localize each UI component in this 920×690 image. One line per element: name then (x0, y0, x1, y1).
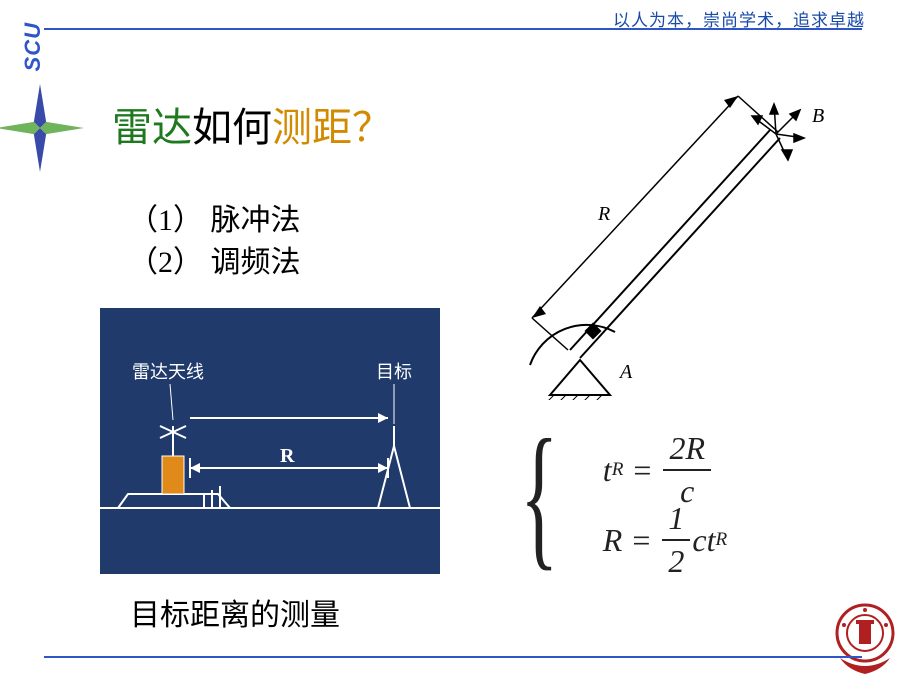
method-item-1: （1） 脉冲法 (128, 200, 301, 242)
geom-label-a: A (618, 361, 633, 383)
eq1-lhs-var: t (603, 452, 612, 489)
geometry-diagram: A B R (470, 60, 840, 400)
radar-diagram: 雷达天线 目标 R (100, 308, 440, 574)
title-part-3: 测距 (272, 105, 352, 150)
method-item-2: （2） 调频法 (128, 242, 301, 284)
eq1-lhs-sub: R (612, 459, 624, 481)
diagram-caption: 目标距离的测量 (130, 590, 340, 634)
brace-icon: { (520, 420, 558, 570)
divider-bottom (44, 656, 862, 658)
university-logo-icon (832, 600, 898, 680)
geom-label-r: R (597, 203, 610, 225)
title-part-1: 雷达 (112, 105, 192, 150)
star-icon (0, 84, 84, 172)
geom-label-b: B (812, 105, 824, 127)
methods-list: （1） 脉冲法 （2） 调频法 (128, 200, 301, 284)
eq2-frac-den: 2 (668, 541, 684, 580)
formula-2: R = 1 2 ctR (603, 505, 727, 575)
eq1-num: 2R (663, 430, 711, 471)
eq2-tsub: R (715, 529, 727, 551)
title-part-4: ？ (352, 105, 392, 150)
eq2-frac-num: 1 (662, 500, 690, 541)
eq2-lhs: R (603, 522, 623, 559)
slide-root: 以人为本，崇尚学术，追求卓越 SCU 雷达如何测距？ （1） 脉冲法 （2） 调… (0, 0, 920, 690)
title-part-2: 如何 (192, 105, 272, 150)
formula-1: tR = 2R c (603, 435, 727, 505)
formula-block: { tR = 2R c R = 1 2 ctR (520, 430, 727, 580)
slide-title: 雷达如何测距？ (112, 95, 392, 153)
scu-vertical-label: SCU (20, 22, 46, 71)
eq2-c: c (692, 522, 706, 559)
diagram-label-range: R (280, 445, 295, 467)
divider-top (44, 28, 862, 30)
diagram-label-target: 目标 (376, 362, 412, 382)
diagram-label-antenna: 雷达天线 (132, 362, 204, 382)
